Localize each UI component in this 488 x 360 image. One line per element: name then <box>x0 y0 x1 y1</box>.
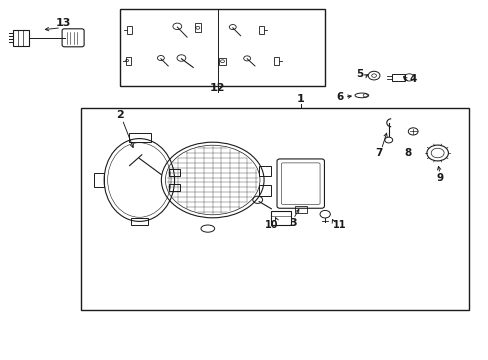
Text: 12: 12 <box>209 83 225 93</box>
Text: 1: 1 <box>296 94 304 104</box>
Bar <box>391 74 405 81</box>
Text: 4: 4 <box>408 74 416 84</box>
Bar <box>273 57 278 65</box>
Text: 2: 2 <box>116 110 123 120</box>
Text: 5: 5 <box>355 69 362 79</box>
Bar <box>259 166 270 176</box>
Text: 6: 6 <box>336 92 343 102</box>
Bar <box>94 173 104 187</box>
Bar <box>128 133 150 142</box>
Bar <box>127 26 132 34</box>
Bar <box>169 184 180 191</box>
Bar <box>259 26 264 34</box>
Text: 3: 3 <box>289 218 297 228</box>
Text: 9: 9 <box>436 173 443 183</box>
Text: 8: 8 <box>404 148 411 158</box>
Text: 10: 10 <box>264 220 278 230</box>
Text: 11: 11 <box>332 220 346 230</box>
Bar <box>271 211 290 225</box>
Text: 13: 13 <box>56 18 71 28</box>
Bar <box>13 30 29 46</box>
Bar <box>130 218 147 225</box>
Bar <box>259 185 270 196</box>
Bar <box>294 206 306 212</box>
Bar <box>81 108 468 310</box>
Bar <box>125 57 130 65</box>
Bar <box>218 58 226 65</box>
Bar <box>169 169 180 176</box>
Text: 7: 7 <box>374 148 382 158</box>
Bar <box>195 23 201 32</box>
Bar <box>120 9 325 86</box>
